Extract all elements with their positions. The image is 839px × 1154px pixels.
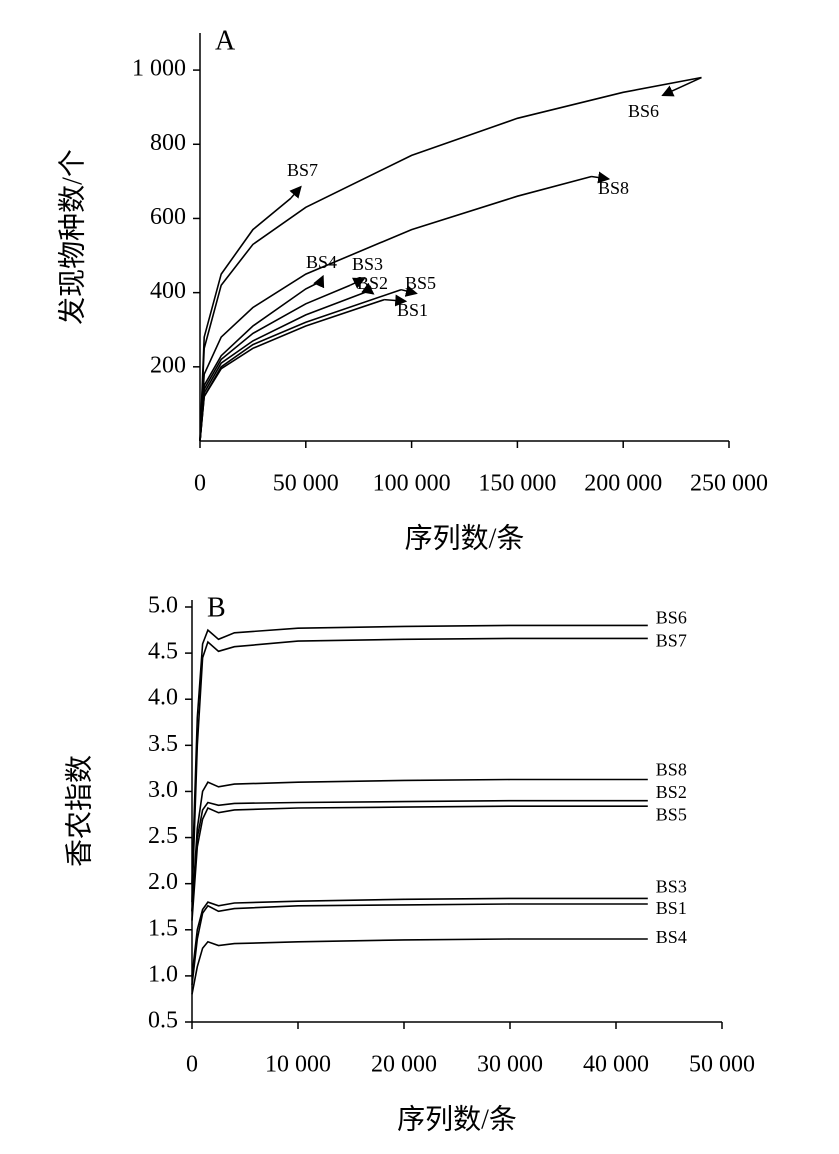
series-line (199, 298, 385, 442)
series-label: BS7 (656, 630, 687, 650)
series-line (199, 76, 702, 442)
series-label: BS8 (598, 178, 629, 198)
x-tick-label: 50 000 (689, 1052, 755, 1078)
series-label: BS5 (656, 804, 687, 824)
y-tick-label: 200 (150, 352, 186, 378)
y-tick-label: 600 (150, 204, 186, 230)
x-tick-label: 150 000 (478, 471, 556, 497)
x-tick-label: 40 000 (583, 1052, 649, 1078)
series-line (191, 805, 648, 921)
x-axis-title: 序列数/条 (397, 1103, 517, 1135)
x-tick-label: 100 000 (373, 471, 451, 497)
y-tick-label: 4.0 (148, 685, 178, 711)
x-tick-label: 10 000 (265, 1052, 331, 1078)
series-label: BS8 (656, 760, 687, 780)
series-label: BS6 (628, 101, 659, 121)
panel-label: B (207, 592, 226, 623)
series-line (191, 624, 648, 884)
series-label: BS3 (656, 877, 687, 897)
y-tick-label: 5.0 (148, 593, 178, 619)
x-tick-label: 30 000 (477, 1052, 543, 1078)
series-label: BS7 (287, 160, 318, 180)
series-label: BS3 (352, 254, 383, 274)
y-tick-label: 2.5 (148, 823, 178, 849)
series-line (191, 897, 648, 976)
series-line (191, 938, 648, 995)
y-axis-title: 发现物种数/个 (56, 149, 88, 325)
y-tick-label: 0.5 (148, 1008, 178, 1034)
y-axis-title: 香农指数 (63, 755, 95, 867)
y-tick-label: 1.5 (148, 915, 178, 941)
y-tick-label: 1.0 (148, 961, 178, 987)
x-tick-label: 0 (186, 1052, 198, 1078)
y-tick-label: 4.5 (148, 639, 178, 665)
label-arrow (591, 171, 611, 184)
series-line (191, 778, 648, 912)
label-arrow (661, 76, 702, 97)
x-tick-label: 250 000 (690, 471, 768, 497)
series-line (191, 799, 648, 912)
label-arrow (349, 277, 366, 289)
series-label: BS4 (656, 927, 687, 947)
x-tick-label: 50 000 (273, 471, 339, 497)
label-arrow (384, 294, 408, 307)
y-tick-label: 800 (150, 130, 186, 156)
y-tick-label: 2.0 (148, 869, 178, 895)
x-tick-label: 0 (194, 471, 206, 497)
series-line (191, 637, 648, 903)
label-arrow (400, 285, 418, 297)
series-label: BS2 (656, 782, 687, 802)
x-tick-label: 20 000 (371, 1052, 437, 1078)
series-label: BS2 (357, 273, 388, 293)
series-label: BS1 (656, 898, 687, 918)
series-line (199, 288, 402, 442)
series-label: BS6 (656, 608, 687, 628)
y-tick-label: 3.0 (148, 777, 178, 803)
series-line (199, 175, 592, 442)
y-tick-label: 3.5 (148, 731, 178, 757)
series-line (191, 903, 648, 986)
y-tick-label: 1 000 (132, 56, 186, 82)
panel-label: A (215, 25, 236, 56)
label-arrow (361, 282, 375, 295)
series-label: BS1 (397, 300, 428, 320)
x-tick-label: 200 000 (584, 471, 662, 497)
series-label: BS4 (306, 252, 337, 272)
series-label: BS5 (405, 273, 436, 293)
y-tick-label: 400 (150, 278, 186, 304)
label-arrow (313, 274, 325, 289)
series-line (199, 197, 292, 442)
x-axis-title: 序列数/条 (405, 522, 525, 554)
label-arrow (289, 185, 302, 199)
